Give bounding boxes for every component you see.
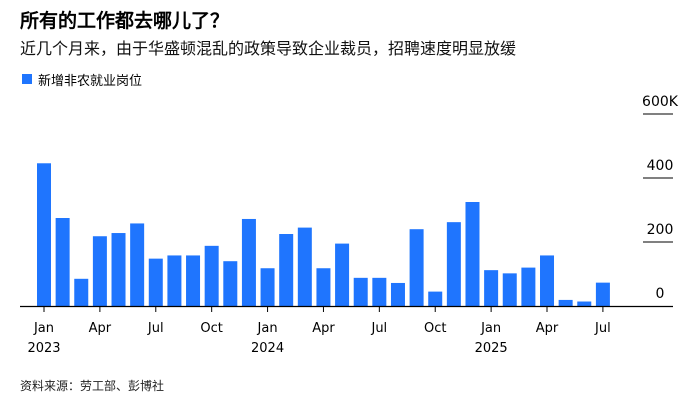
chart-title: 所有的工作都去哪儿了？ (20, 10, 230, 32)
bar (279, 234, 294, 306)
bar (223, 261, 238, 306)
bar (37, 163, 51, 306)
bar (595, 282, 610, 306)
bar (260, 268, 275, 306)
bar (540, 255, 555, 306)
x-tick-label: Jul (370, 321, 387, 336)
y-tick-label: 600K (642, 94, 679, 110)
y-tick-label: 200 (647, 222, 674, 238)
x-tick-label: Apr (312, 321, 335, 336)
bar (502, 273, 517, 306)
x-tick-label: Jan (257, 321, 278, 336)
bar (204, 245, 219, 306)
x-tick-label: Jan (33, 321, 54, 336)
bar (428, 291, 443, 306)
y-tick-label: 400 (647, 158, 674, 174)
legend-label: 新增非农就业岗位 (38, 73, 143, 89)
bar (55, 218, 70, 306)
bar (111, 233, 126, 306)
x-tick-label: Apr (89, 321, 112, 336)
y-tick-label: 0 (656, 286, 665, 302)
x-tick-label: Jan (480, 321, 501, 336)
chart-subtitle: 近几个月来，由于华盛顿混乱的政策导致企业裁员，招聘速度明显放缓 (20, 39, 517, 58)
x-tick-year: 2024 (251, 341, 284, 356)
bar (92, 236, 107, 306)
bar (558, 299, 573, 306)
bar (316, 268, 331, 306)
bar (372, 277, 387, 306)
x-tick-year: 2025 (475, 341, 508, 356)
legend-swatch (22, 74, 32, 84)
x-tick-label: Jul (594, 321, 611, 336)
bar (130, 223, 145, 306)
source-note: 资料来源：劳工部、彭博社 (20, 379, 165, 393)
bar (148, 258, 163, 306)
bar (297, 227, 312, 306)
bar (409, 229, 424, 306)
bar (577, 301, 592, 306)
chart-legend: 新增非农就业岗位 (22, 70, 143, 89)
bar (390, 282, 405, 306)
x-tick-label: Apr (536, 321, 559, 336)
x-tick-label: Oct (200, 321, 222, 336)
bar (167, 255, 182, 306)
bar (465, 202, 480, 306)
bar (241, 218, 256, 306)
x-tick-year: 2023 (27, 341, 60, 356)
bar (74, 278, 89, 306)
bar (335, 243, 350, 306)
bar (446, 222, 461, 306)
bar (484, 270, 499, 306)
x-tick-label: Jul (147, 321, 164, 336)
x-tick-label: Oct (424, 321, 446, 336)
bar (353, 277, 368, 306)
bar (186, 255, 201, 306)
bar (521, 267, 536, 306)
